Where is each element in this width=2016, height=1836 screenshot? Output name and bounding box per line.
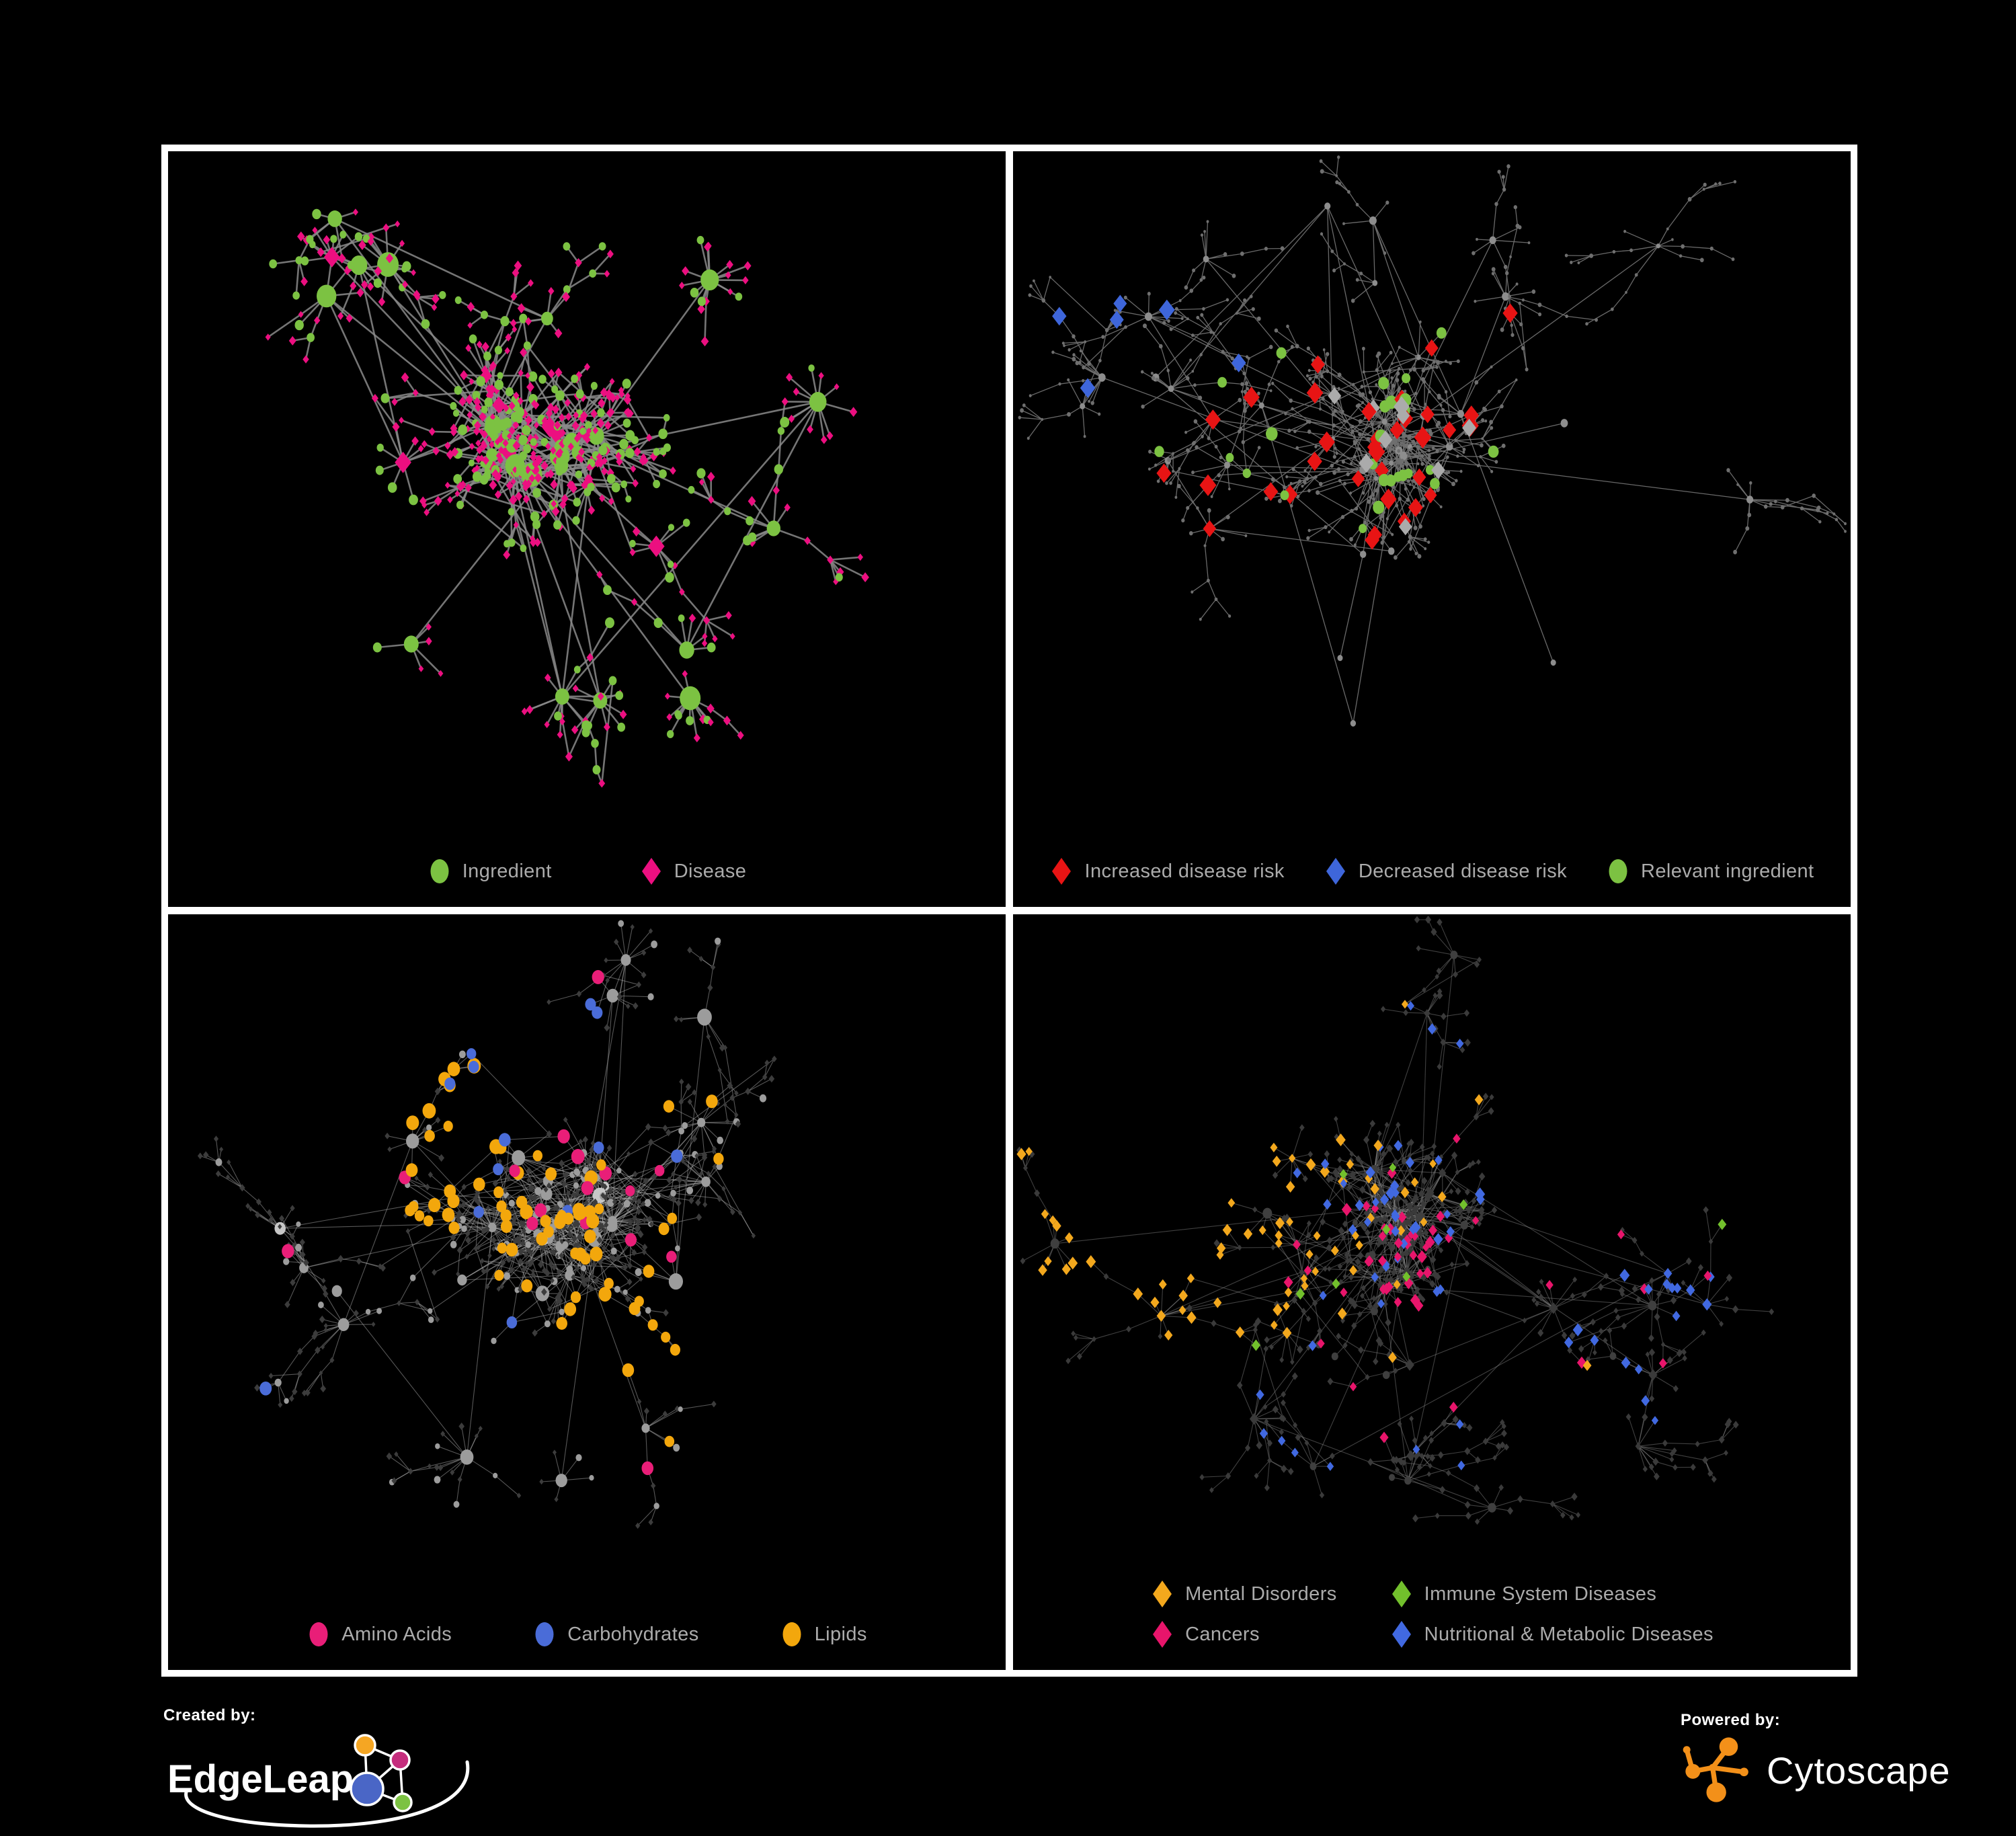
network-plot-macronutrients — [168, 914, 1006, 1591]
powered-by-block: Powered by: Cytoscape — [1681, 1711, 1951, 1808]
edgeleap-glyph — [351, 1735, 411, 1811]
legend-marker-circle — [532, 1619, 557, 1650]
legend-label: Ingredient — [462, 861, 552, 883]
legend-item-ingredient: Ingredient — [428, 856, 552, 887]
legend-ingredient-disease: Ingredient Disease — [168, 856, 1006, 887]
legend-item-amino-acids: Amino Acids — [307, 1619, 452, 1650]
cytoscape-glyph — [1683, 1737, 1748, 1802]
legend-label: Cancers — [1185, 1624, 1260, 1646]
legend-marker-circle — [307, 1619, 331, 1650]
edgeleap-node-orange — [355, 1735, 375, 1755]
cytoscape-logo-icon — [1681, 1732, 1755, 1808]
legend-marker-diamond — [1324, 856, 1348, 887]
legend-label: Mental Disorders — [1185, 1583, 1337, 1605]
legend-marker-circle — [1606, 856, 1630, 887]
edgeleap-node-green — [394, 1794, 411, 1811]
legend-macronutrients: Amino Acids Carbohydrates Lipids — [168, 1619, 1006, 1650]
legend-item-decreased-disease-risk: Decreased disease risk — [1324, 856, 1567, 887]
legend-item-relevant-ingredient: Relevant ingredient — [1606, 856, 1814, 887]
legend-item-immune-system-diseases: Immune System Diseases — [1389, 1579, 1713, 1609]
legend-item-nutritional-metabolic-diseases: Nutritional & Metabolic Diseases — [1389, 1619, 1713, 1650]
panel-disease-classes: Mental Disorders Immune System Diseases Ca… — [1013, 914, 1851, 1670]
network-edges — [200, 924, 774, 1526]
created-by-block: Created by: EdgeLeap — [163, 1706, 486, 1836]
panel-macronutrients: Amino Acids Carbohydrates Lipids — [168, 914, 1006, 1670]
legend-marker-circle — [428, 856, 452, 887]
network-plot-disease-risk — [1013, 151, 1851, 828]
created-by-label: Created by: — [163, 1706, 486, 1725]
legend-marker-diamond — [1049, 856, 1074, 887]
panel-disease-risk: Increased disease risk Decreased disease … — [1013, 151, 1851, 907]
network-plot-ingredient-disease — [168, 151, 1006, 828]
legend-label: Decreased disease risk — [1359, 861, 1567, 883]
legend-item-increased-disease-risk: Increased disease risk — [1049, 856, 1284, 887]
edgeleap-logo: EdgeLeap — [163, 1725, 486, 1833]
legend-marker-diamond — [1389, 1579, 1414, 1609]
legend-item-mental-disorders: Mental Disorders — [1150, 1579, 1337, 1609]
legend-label: Nutritional & Metabolic Diseases — [1424, 1624, 1713, 1646]
legend-marker-diamond — [1150, 1619, 1174, 1650]
network-plot-disease-classes — [1013, 914, 1851, 1591]
legend-item-cancers: Cancers — [1150, 1619, 1337, 1650]
legend-item-disease: Disease — [639, 856, 747, 887]
legend-marker-diamond — [1150, 1579, 1174, 1609]
network-highlight-nodes — [259, 970, 723, 1475]
cytoscape-wordmark: Cytoscape — [1767, 1749, 1951, 1792]
network-edges — [1020, 157, 1845, 723]
edgeleap-node-magenta — [391, 1751, 409, 1769]
legend-label: Disease — [674, 861, 747, 883]
legend-marker-diamond — [1389, 1619, 1414, 1650]
legend-marker-diamond — [639, 856, 663, 887]
panel-ingredient-disease: Ingredient Disease — [168, 151, 1006, 907]
legend-label: Relevant ingredient — [1641, 861, 1814, 883]
legend-label: Lipids — [815, 1624, 867, 1646]
network-highlight-nodes — [1016, 1000, 1726, 1471]
legend-disease-risk: Increased disease risk Decreased disease … — [1013, 856, 1851, 887]
legend-label: Amino Acids — [341, 1624, 452, 1646]
legend-item-carbohydrates: Carbohydrates — [532, 1619, 698, 1650]
panel-grid: Ingredient Disease Increased disease risk… — [161, 145, 1857, 1677]
network-nodes — [266, 208, 869, 787]
edgeleap-wordmark: EdgeLeap — [167, 1757, 354, 1801]
legend-label: Carbohydrates — [567, 1624, 698, 1646]
legend-marker-circle — [780, 1619, 804, 1650]
network-highlight-nodes — [1052, 295, 1518, 550]
legend-label: Increased disease risk — [1084, 861, 1284, 883]
legend-item-lipids: Lipids — [780, 1619, 867, 1650]
powered-by-label: Powered by: — [1681, 1711, 1951, 1730]
edgeleap-node-blue — [351, 1773, 383, 1805]
legend-label: Immune System Diseases — [1424, 1583, 1657, 1605]
legend-disease-classes: Mental Disorders Immune System Diseases Ca… — [1150, 1579, 1713, 1650]
